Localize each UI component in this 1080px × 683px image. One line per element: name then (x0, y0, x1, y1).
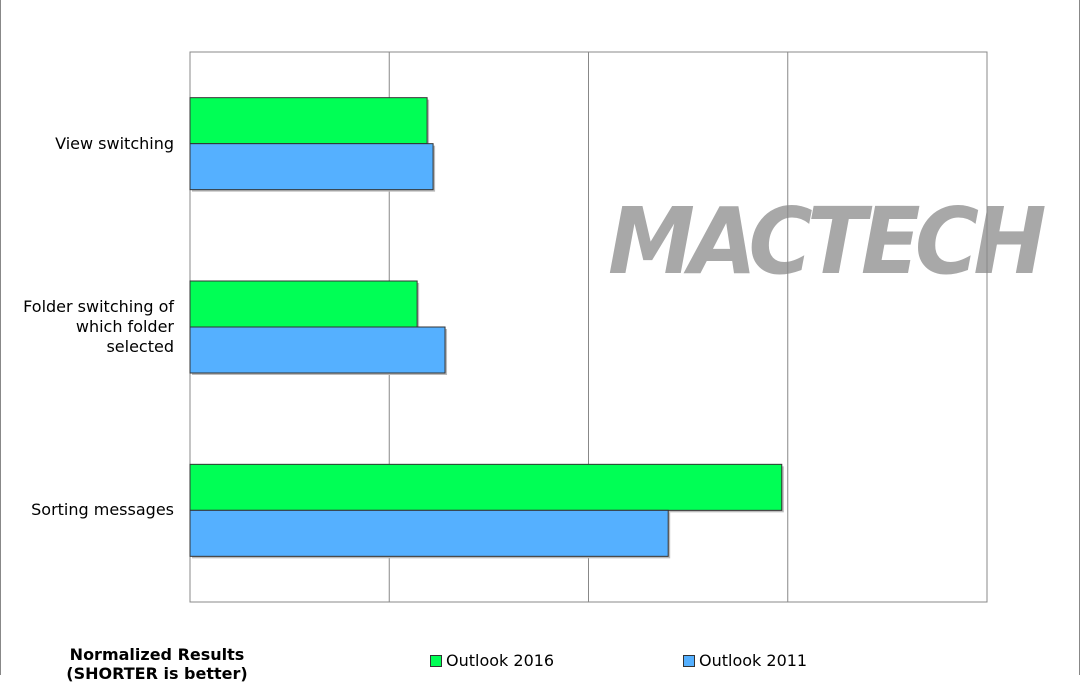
y-tick-label: Folder switching of which folder selecte… (23, 297, 174, 356)
legend-label: Outlook 2016 (446, 651, 555, 670)
bar (189, 143, 434, 191)
legend-item: Outlook 2016 (430, 651, 554, 670)
legend-swatch (683, 654, 695, 667)
y-tick-label: View switching (55, 133, 174, 153)
legend-item: Outlook 2011 (683, 651, 807, 670)
bar (189, 463, 783, 511)
bar (189, 97, 428, 145)
bar (189, 509, 669, 557)
watermark: MACTECH (608, 188, 1046, 295)
bar (189, 280, 418, 328)
legend-swatch (430, 654, 442, 667)
legend-label: Outlook 2011 (699, 651, 808, 670)
chart-title: Normalized Results (SHORTER is better) (66, 645, 248, 683)
y-tick-label: Sorting messages (31, 500, 174, 520)
bar (189, 326, 446, 374)
